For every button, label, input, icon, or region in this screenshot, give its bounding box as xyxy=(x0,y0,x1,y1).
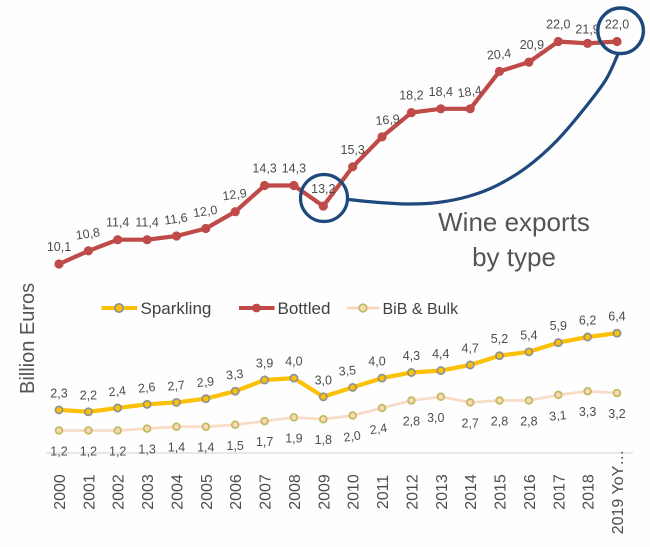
svg-text:Bottled: Bottled xyxy=(278,299,331,318)
svg-text:22,0: 22,0 xyxy=(605,18,629,32)
svg-text:2004: 2004 xyxy=(170,474,187,510)
svg-text:10,1: 10,1 xyxy=(47,240,71,254)
svg-text:1,7: 1,7 xyxy=(256,435,273,449)
svg-text:1,8: 1,8 xyxy=(315,433,332,447)
svg-text:11,4: 11,4 xyxy=(135,216,158,230)
svg-text:2013: 2013 xyxy=(434,474,451,510)
svg-text:2,3: 2,3 xyxy=(50,386,67,400)
svg-text:3,2: 3,2 xyxy=(608,407,625,421)
svg-text:2,0: 2,0 xyxy=(343,428,362,444)
svg-text:1,2: 1,2 xyxy=(80,445,97,459)
svg-text:14,3: 14,3 xyxy=(282,162,306,176)
svg-text:4,7: 4,7 xyxy=(462,342,479,356)
svg-text:14,3: 14,3 xyxy=(252,162,276,176)
svg-text:13,2: 13,2 xyxy=(311,182,335,196)
svg-text:4,0: 4,0 xyxy=(368,355,385,369)
svg-text:6,4: 6,4 xyxy=(608,310,625,324)
svg-text:22,0: 22,0 xyxy=(546,18,570,32)
svg-text:Wine exports: Wine exports xyxy=(438,207,590,237)
svg-text:18,2: 18,2 xyxy=(399,89,423,103)
svg-text:4,0: 4,0 xyxy=(285,355,302,369)
svg-text:2,8: 2,8 xyxy=(491,415,508,429)
svg-text:3,0: 3,0 xyxy=(315,373,332,387)
svg-text:1,2: 1,2 xyxy=(50,445,67,459)
svg-text:3,5: 3,5 xyxy=(338,363,357,378)
svg-text:21,9: 21,9 xyxy=(575,22,599,36)
svg-text:BiB & Bulk: BiB & Bulk xyxy=(383,301,460,318)
svg-text:2006: 2006 xyxy=(228,474,245,510)
svg-text:by type: by type xyxy=(472,242,556,272)
svg-text:2002: 2002 xyxy=(111,474,128,510)
svg-text:2,8: 2,8 xyxy=(403,415,420,429)
svg-text:3,3: 3,3 xyxy=(225,367,244,383)
svg-text:20,4: 20,4 xyxy=(486,46,512,62)
svg-text:20,9: 20,9 xyxy=(520,38,544,52)
svg-text:4,4: 4,4 xyxy=(432,347,449,361)
svg-text:2007: 2007 xyxy=(258,474,275,510)
svg-text:2016: 2016 xyxy=(522,474,539,510)
svg-text:2019 YoY…: 2019 YoY… xyxy=(610,450,627,535)
svg-text:2017: 2017 xyxy=(551,474,568,510)
svg-text:12,9: 12,9 xyxy=(222,186,248,203)
svg-text:5,4: 5,4 xyxy=(520,328,537,342)
svg-text:2008: 2008 xyxy=(287,474,304,510)
svg-text:2003: 2003 xyxy=(140,474,157,510)
svg-text:2,4: 2,4 xyxy=(108,384,127,400)
svg-text:6,2: 6,2 xyxy=(579,314,596,328)
svg-text:10,8: 10,8 xyxy=(75,225,101,242)
svg-text:2000: 2000 xyxy=(52,474,69,510)
svg-text:2,8: 2,8 xyxy=(520,415,537,429)
svg-text:1,5: 1,5 xyxy=(227,439,244,453)
svg-text:1,3: 1,3 xyxy=(138,443,155,457)
svg-text:16,9: 16,9 xyxy=(375,112,401,128)
svg-text:5,9: 5,9 xyxy=(550,319,567,333)
svg-text:2,7: 2,7 xyxy=(167,378,186,394)
svg-text:Sparkling: Sparkling xyxy=(141,299,212,318)
svg-text:2012: 2012 xyxy=(404,474,421,510)
svg-text:11,4: 11,4 xyxy=(106,216,129,230)
svg-text:2011: 2011 xyxy=(375,475,392,510)
svg-text:1,9: 1,9 xyxy=(285,431,302,445)
svg-text:2,4: 2,4 xyxy=(369,421,388,437)
svg-text:3,9: 3,9 xyxy=(256,357,273,371)
svg-text:Billion Euros: Billion Euros xyxy=(17,283,39,394)
svg-text:2,6: 2,6 xyxy=(137,380,156,396)
svg-text:1,4: 1,4 xyxy=(197,441,214,455)
svg-text:4,3: 4,3 xyxy=(403,349,420,363)
svg-text:2014: 2014 xyxy=(463,474,480,510)
svg-text:12,0: 12,0 xyxy=(192,203,218,220)
svg-text:2001: 2001 xyxy=(81,474,98,510)
svg-text:2015: 2015 xyxy=(493,474,510,510)
svg-text:2,2: 2,2 xyxy=(80,388,97,402)
svg-text:5,2: 5,2 xyxy=(491,332,508,346)
svg-text:2005: 2005 xyxy=(199,474,216,510)
svg-text:2010: 2010 xyxy=(346,474,363,510)
svg-text:18,4: 18,4 xyxy=(457,83,483,100)
svg-text:2,9: 2,9 xyxy=(196,374,215,390)
svg-text:2018: 2018 xyxy=(581,474,598,510)
svg-text:1,4: 1,4 xyxy=(168,441,185,455)
svg-text:3,1: 3,1 xyxy=(549,408,568,423)
svg-text:11,6: 11,6 xyxy=(163,210,188,227)
svg-text:2009: 2009 xyxy=(316,474,333,510)
svg-text:18,4: 18,4 xyxy=(429,85,453,99)
svg-text:3,3: 3,3 xyxy=(579,405,596,419)
svg-text:2,7: 2,7 xyxy=(462,416,479,430)
svg-text:3,0: 3,0 xyxy=(427,411,444,425)
svg-text:15,3: 15,3 xyxy=(341,143,365,157)
svg-text:1,2: 1,2 xyxy=(109,445,126,459)
